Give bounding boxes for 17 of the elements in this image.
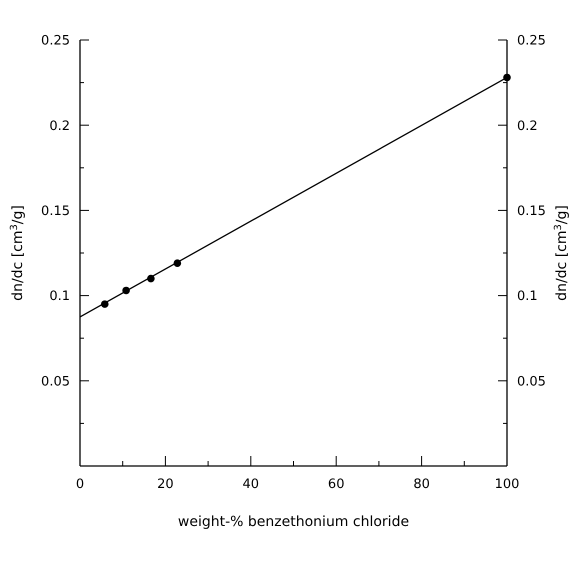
y2-tick-label: 0.2 bbox=[517, 118, 538, 134]
y-tick-label: 0.25 bbox=[41, 34, 70, 49]
x-tick-label: 60 bbox=[328, 477, 344, 492]
x-axis-title: weight-% benzethonium chloride bbox=[178, 514, 410, 530]
x-tick-label: 40 bbox=[242, 477, 260, 492]
x-tick-label: 100 bbox=[494, 477, 520, 492]
x-tick-label: 0 bbox=[76, 477, 84, 492]
y-tick-label: 0.1 bbox=[49, 289, 70, 304]
y2-tick-label: 0.15 bbox=[517, 204, 546, 219]
y2-tick-label: 0.05 bbox=[517, 374, 546, 390]
y-tick-label: 0.05 bbox=[41, 374, 70, 390]
y2-tick-label: 0.1 bbox=[517, 289, 538, 304]
y2-tick-label: 0.25 bbox=[517, 34, 546, 49]
y-tick-label: 0.15 bbox=[41, 204, 70, 219]
x-tick-label: 80 bbox=[413, 477, 430, 492]
y-tick-label: 0.2 bbox=[49, 118, 70, 134]
x-tick-label: 20 bbox=[157, 477, 174, 492]
